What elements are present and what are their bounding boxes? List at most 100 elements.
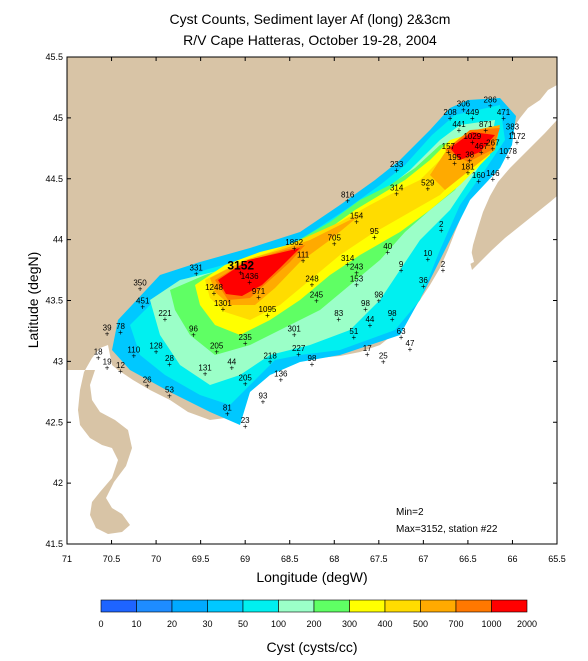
- station-marker: +: [457, 126, 462, 135]
- station-value-label: 47: [406, 339, 415, 348]
- colorbar-segment: [349, 599, 386, 613]
- station-marker: +: [225, 410, 230, 419]
- station-value-label: 44: [365, 315, 374, 324]
- station-marker: +: [96, 354, 101, 363]
- station-value-label: 871: [479, 120, 493, 129]
- station-marker: +: [479, 148, 484, 157]
- station-value-label: 267: [486, 138, 500, 147]
- colorbar-segment: [242, 599, 279, 613]
- station-value-label: 471: [497, 108, 511, 117]
- station-value-label: 153: [350, 275, 364, 284]
- colorbar-segment: [313, 599, 350, 613]
- y-tick-label: 42.5: [45, 417, 63, 427]
- x-tick-label: 70: [151, 554, 161, 564]
- land-nova-scotia: [470, 120, 557, 270]
- station-marker: +: [439, 226, 444, 235]
- station-value-label: 286: [484, 96, 498, 105]
- station-value-label: 131: [198, 364, 212, 373]
- station-value-label: 95: [370, 227, 379, 236]
- station-value-label: 306: [457, 99, 471, 108]
- station-marker: +: [203, 370, 208, 379]
- station-value-label: 18: [94, 348, 103, 357]
- station-marker: +: [421, 282, 426, 291]
- station-value-label: 154: [350, 211, 364, 220]
- station-value-label: 449: [466, 108, 480, 117]
- station-marker: +: [238, 268, 243, 277]
- station-marker: +: [483, 126, 488, 135]
- colorbar-tick-label: 300: [342, 619, 357, 629]
- station-value-label: 221: [158, 309, 172, 318]
- station-value-label: 26: [143, 376, 152, 385]
- station-marker: +: [229, 363, 234, 372]
- station-marker: +: [491, 144, 496, 153]
- station-marker: +: [140, 303, 145, 312]
- station-marker: +: [278, 376, 283, 385]
- station-marker: +: [167, 391, 172, 400]
- station-marker: +: [488, 102, 493, 111]
- station-value-label: 1248: [205, 283, 223, 292]
- survey-area-colored: [112, 98, 516, 425]
- station-marker: +: [243, 339, 248, 348]
- station-marker: +: [399, 266, 404, 275]
- station-marker: +: [118, 328, 123, 337]
- station-value-label: 1029: [463, 132, 481, 141]
- station-marker: +: [131, 351, 136, 360]
- station-value-label: 1436: [241, 272, 259, 281]
- y-tick-label: 43.5: [45, 296, 63, 306]
- station-marker: +: [446, 148, 451, 157]
- station-value-label: 19: [103, 357, 112, 366]
- station-value-label: 78: [116, 322, 125, 331]
- station-value-label: 816: [341, 191, 355, 200]
- colorbar-tick-label: 700: [448, 619, 463, 629]
- colorbar-segment: [384, 599, 421, 613]
- station-marker: +: [452, 159, 457, 168]
- station-value-label: 98: [374, 291, 383, 300]
- station-markers: +306 +286+208+449+471+441+871+383+1172+10…: [94, 96, 526, 431]
- chart-subtitle: R/V Cape Hatteras, October 19-28, 2004: [183, 32, 437, 48]
- station-marker: +: [470, 138, 475, 147]
- station-marker: +: [394, 189, 399, 198]
- station-value-label: 98: [361, 299, 370, 308]
- station-marker: +: [345, 260, 350, 269]
- station-value-label: 208: [443, 108, 457, 117]
- station-marker: +: [268, 357, 273, 366]
- station-value-label: 128: [149, 342, 163, 351]
- colorbar-segment: [171, 599, 208, 613]
- y-tick-label: 45.5: [45, 52, 63, 62]
- station-marker: +: [256, 293, 261, 302]
- colorbar-segment: [491, 599, 528, 613]
- station-marker: +: [466, 169, 471, 178]
- station-marker: +: [212, 289, 217, 298]
- colorbar-tick-label: 200: [306, 619, 321, 629]
- station-marker: +: [301, 256, 306, 265]
- station-marker: +: [448, 114, 453, 123]
- station-value-label: 160: [472, 171, 486, 180]
- station-marker: +: [491, 175, 496, 184]
- station-value-label: 248: [305, 275, 319, 284]
- station-marker: +: [376, 297, 381, 306]
- colorbar-segment: [207, 599, 244, 613]
- station-value-label: 10: [423, 249, 432, 258]
- station-marker: +: [265, 311, 270, 320]
- station-marker: +: [399, 333, 404, 342]
- station-value-label: 51: [349, 327, 358, 336]
- station-value-label: 181: [461, 163, 475, 172]
- colorbar-tick-label: 30: [202, 619, 212, 629]
- station-value-label: 227: [292, 344, 306, 353]
- station-marker: +: [296, 350, 301, 359]
- station-marker: +: [354, 217, 359, 226]
- colorbar-segment: [100, 599, 137, 613]
- station-value-label: 1862: [285, 238, 303, 247]
- station-marker: +: [354, 281, 359, 290]
- station-value-label: 111: [297, 250, 310, 259]
- station-value-label: 39: [103, 323, 112, 332]
- station-marker: +: [105, 363, 110, 372]
- station-marker: +: [394, 166, 399, 175]
- station-value-label: 83: [334, 309, 343, 318]
- colorbar-tick-label: 10: [131, 619, 141, 629]
- station-value-label: 2: [439, 220, 444, 229]
- station-marker: +: [214, 348, 219, 357]
- contour-zone-1000-2000: [218, 132, 495, 296]
- station-marker: +: [441, 266, 446, 275]
- station-value-label: 235: [239, 333, 253, 342]
